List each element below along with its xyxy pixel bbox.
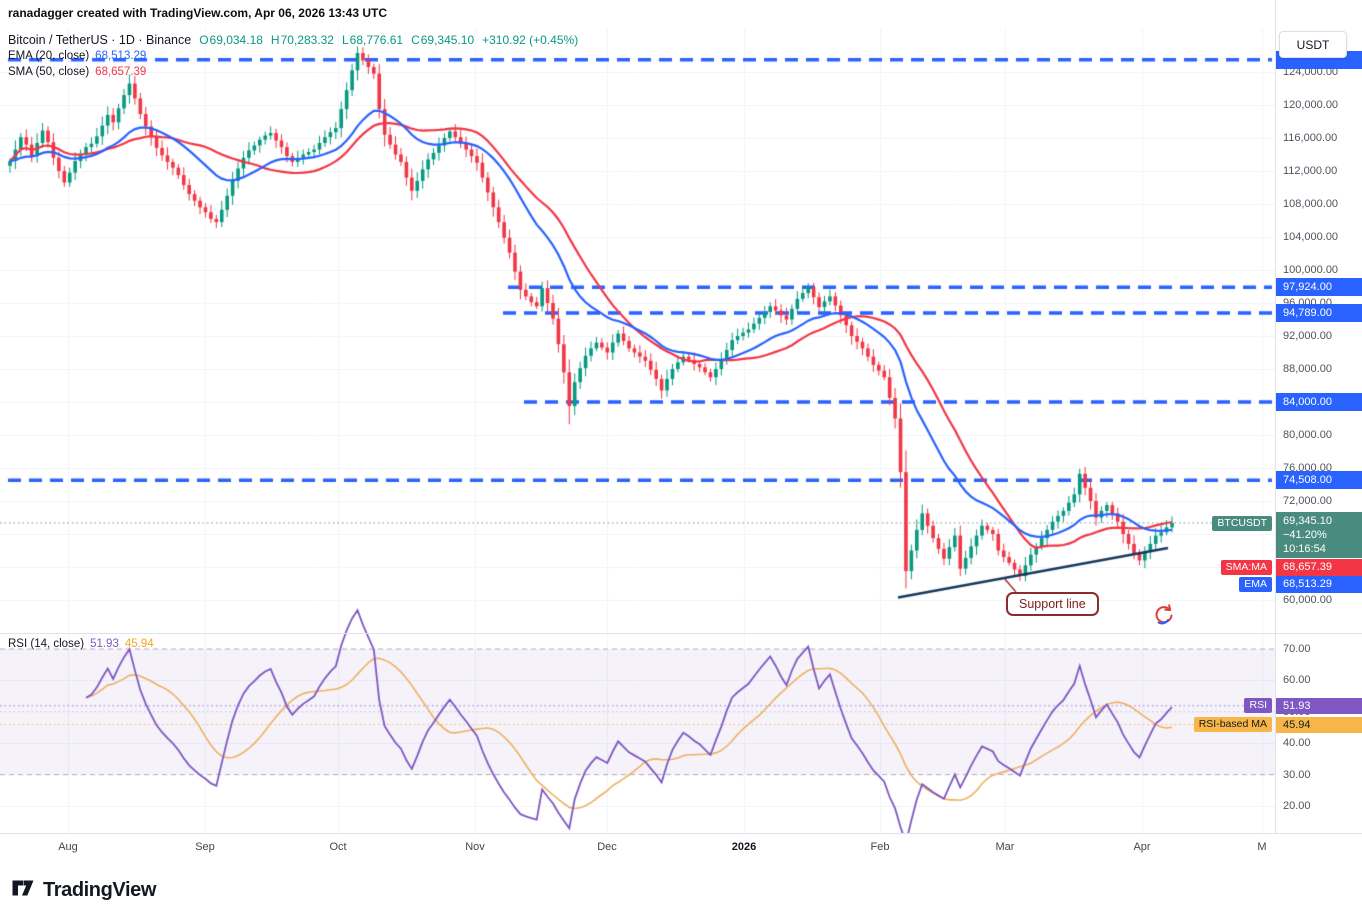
time-axis-label: Mar	[995, 841, 1015, 853]
price-axis-label: 60,000.00	[1283, 594, 1332, 606]
last-price-change: −41.20%	[1283, 529, 1327, 541]
rsi-legend-value: 51.93	[90, 638, 119, 650]
rsi-legend-row[interactable]: RSI (14, close) 51.93 45.94	[8, 638, 160, 654]
price-axis-label: 72,000.00	[1283, 495, 1332, 507]
time-axis-label: Feb	[870, 841, 890, 853]
bar-countdown: 10:16:54	[1283, 543, 1326, 555]
time-axis-label: Dec	[597, 841, 617, 853]
open-value: 69,034.18	[209, 33, 263, 47]
main-legend: Bitcoin / TetherUS · 1D · Binance O 69,03…	[8, 33, 578, 82]
ema-tag: EMA	[1239, 577, 1272, 592]
price-level-badge: 94,789.00	[1276, 303, 1362, 322]
high-value: 70,283.32	[280, 33, 334, 47]
bottom-bar: TradingView	[0, 862, 1362, 919]
low-label: L	[341, 33, 349, 47]
rsi-ma-legend-value: 45.94	[124, 638, 154, 650]
price-axis-label: 88,000.00	[1283, 363, 1332, 375]
rsi-axis-label: 40.00	[1283, 737, 1311, 750]
rsi-tag: RSI	[1244, 698, 1272, 713]
close-value: 69,345.10	[420, 33, 475, 47]
sma-legend-value: 68,657.39	[95, 66, 147, 78]
time-axis-label: Apr	[1133, 841, 1151, 853]
btcusdt-price-tag: BTCUSDT	[1212, 516, 1272, 531]
rsi-axis-label: 30.00	[1283, 768, 1311, 781]
ema-legend-row[interactable]: EMA (20, close) 68,513.29	[8, 50, 578, 66]
watermark-text: ranadagger created with TradingView.com,…	[8, 6, 388, 20]
price-axis-label: 124,000.00	[1283, 66, 1339, 78]
sma-legend-row[interactable]: SMA (50, close) 68,657.39	[8, 66, 578, 82]
tradingview-logo-icon	[10, 875, 36, 906]
rsi-legend: RSI (14, close) 51.93 45.94	[8, 638, 160, 654]
last-price-value: 69,345.10	[1283, 515, 1332, 527]
rsi-value-badge: 51.93	[1276, 698, 1362, 714]
symbol-row[interactable]: Bitcoin / TetherUS · 1D · Binance O 69,03…	[8, 33, 578, 50]
ema-legend-name: EMA (20, close)	[8, 50, 90, 62]
last-price-badge: 69,345.10 −41.20% 10:16:54	[1276, 512, 1362, 558]
symbol-title: Bitcoin / TetherUS · 1D · Binance	[8, 33, 192, 47]
price-axis-label: 76,000.00	[1283, 462, 1332, 474]
price-axis-label: 108,000.00	[1283, 198, 1339, 210]
close-label: C	[411, 33, 420, 47]
rsi-ma-tag: RSI-based MA	[1193, 717, 1272, 732]
time-axis-label: M	[1257, 841, 1267, 853]
chart-area[interactable]: Bitcoin / TetherUS · 1D · Binance O 69,03…	[0, 0, 1275, 833]
time-axis-label: Oct	[329, 841, 347, 853]
sma-tag: SMA:MA	[1220, 560, 1272, 575]
price-axis-label: 104,000.00	[1283, 231, 1339, 243]
currency-toggle-button[interactable]: USDT	[1279, 31, 1347, 58]
rsi-axis-label: 70.00	[1283, 643, 1311, 655]
price-axis-label: 80,000.00	[1283, 429, 1332, 441]
tradingview-logo-text: TradingView	[43, 879, 157, 901]
time-axis-label: Nov	[465, 841, 485, 853]
rsi-ma-value-badge: 45.94	[1276, 717, 1362, 733]
price-level-badge: 97,924.00	[1276, 278, 1362, 297]
price-level-badge: 84,000.00	[1276, 393, 1362, 411]
sma-legend-name: SMA (50, close)	[8, 66, 90, 78]
price-axis-label: 120,000.00	[1283, 99, 1339, 111]
open-label: O	[199, 33, 209, 47]
time-axis-label: Sep	[195, 841, 215, 853]
tradingview-logo[interactable]: TradingView	[10, 875, 156, 906]
price-axis-label: 116,000.00	[1283, 132, 1338, 144]
price-chart-canvas[interactable]	[0, 0, 1275, 833]
price-axis[interactable]: 69,345.10 −41.20% 10:16:54 68,657.39 68,…	[1275, 0, 1362, 833]
time-axis-label: 2026	[731, 841, 757, 853]
change-value: +310.92 (+0.45%)	[482, 33, 579, 47]
sma-value-badge: 68,657.39	[1276, 559, 1362, 576]
pane-divider[interactable]	[0, 633, 1362, 634]
ema-value-badge: 68,513.29	[1276, 576, 1362, 593]
time-axis-label: Aug	[58, 841, 78, 853]
rsi-axis-label: 60.00	[1283, 674, 1311, 687]
price-axis-label: 100,000.00	[1283, 264, 1339, 276]
cycle-arrows-icon[interactable]	[1150, 602, 1176, 633]
rsi-legend-name: RSI (14, close)	[8, 638, 85, 650]
rsi-axis-label: 20.00	[1283, 800, 1311, 812]
low-value: 68,776.61	[349, 33, 404, 47]
price-axis-label: 112,000.00	[1283, 165, 1338, 177]
support-line-callout[interactable]: Support line	[1006, 592, 1099, 616]
time-axis[interactable]: Aug Sep Oct Nov Dec 2026 Feb Mar Apr M	[0, 833, 1362, 863]
price-level-badge: 74,508.00	[1276, 471, 1362, 490]
high-label: H	[270, 33, 280, 47]
price-axis-label: 92,000.00	[1283, 330, 1332, 342]
ema-legend-value: 68,513.29	[95, 50, 147, 62]
